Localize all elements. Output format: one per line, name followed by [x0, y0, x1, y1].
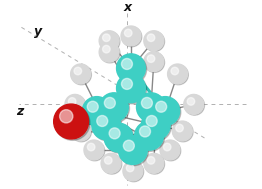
- Circle shape: [122, 27, 142, 47]
- Circle shape: [145, 53, 165, 72]
- Circle shape: [60, 110, 73, 123]
- Circle shape: [87, 143, 95, 151]
- Circle shape: [161, 141, 181, 161]
- Circle shape: [109, 128, 120, 139]
- Circle shape: [151, 97, 180, 125]
- Circle shape: [100, 93, 128, 122]
- Circle shape: [104, 123, 133, 152]
- Circle shape: [85, 141, 105, 161]
- Circle shape: [144, 52, 164, 72]
- Circle shape: [144, 153, 164, 173]
- Circle shape: [92, 111, 121, 140]
- Circle shape: [82, 97, 111, 125]
- Circle shape: [122, 58, 133, 69]
- Circle shape: [126, 164, 134, 172]
- Circle shape: [146, 115, 157, 126]
- Circle shape: [137, 93, 165, 122]
- Circle shape: [118, 75, 147, 104]
- Circle shape: [66, 95, 86, 115]
- Circle shape: [117, 54, 145, 83]
- Circle shape: [118, 136, 147, 164]
- Circle shape: [124, 29, 132, 37]
- Circle shape: [105, 156, 112, 164]
- Circle shape: [74, 67, 82, 75]
- Circle shape: [105, 124, 134, 153]
- Circle shape: [123, 161, 143, 181]
- Circle shape: [118, 55, 147, 84]
- Circle shape: [122, 78, 133, 89]
- Circle shape: [156, 101, 167, 112]
- Circle shape: [74, 124, 82, 132]
- Circle shape: [87, 101, 98, 112]
- Circle shape: [54, 104, 89, 139]
- Circle shape: [102, 154, 122, 174]
- Circle shape: [84, 140, 104, 160]
- Circle shape: [117, 74, 145, 103]
- Text: x: x: [124, 1, 132, 14]
- Circle shape: [168, 65, 188, 85]
- Circle shape: [72, 65, 91, 85]
- Circle shape: [124, 162, 144, 182]
- Circle shape: [145, 32, 165, 51]
- Circle shape: [168, 64, 188, 84]
- Circle shape: [141, 111, 170, 140]
- Circle shape: [140, 126, 150, 137]
- Circle shape: [65, 94, 85, 114]
- Circle shape: [99, 42, 119, 62]
- Circle shape: [184, 94, 204, 114]
- Circle shape: [173, 122, 193, 142]
- Circle shape: [99, 31, 119, 51]
- Circle shape: [172, 121, 192, 141]
- Circle shape: [138, 94, 167, 123]
- Circle shape: [121, 26, 141, 46]
- Circle shape: [147, 55, 155, 62]
- Text: z: z: [17, 105, 24, 118]
- Circle shape: [176, 124, 183, 132]
- Circle shape: [93, 112, 122, 141]
- Circle shape: [147, 34, 155, 42]
- Circle shape: [171, 67, 179, 75]
- Circle shape: [145, 154, 165, 174]
- Circle shape: [100, 43, 120, 63]
- Circle shape: [144, 31, 164, 51]
- Text: y: y: [34, 25, 42, 38]
- Circle shape: [120, 137, 149, 166]
- Circle shape: [147, 156, 155, 164]
- Circle shape: [55, 105, 90, 140]
- Circle shape: [184, 95, 204, 115]
- Circle shape: [100, 32, 120, 51]
- Circle shape: [123, 140, 134, 151]
- Circle shape: [68, 98, 76, 105]
- Circle shape: [71, 121, 91, 141]
- Circle shape: [135, 121, 163, 150]
- Circle shape: [136, 122, 165, 151]
- Circle shape: [97, 115, 108, 126]
- Circle shape: [187, 98, 195, 105]
- Circle shape: [72, 122, 91, 142]
- Circle shape: [152, 98, 181, 127]
- Circle shape: [71, 64, 91, 84]
- Circle shape: [143, 112, 171, 141]
- Circle shape: [102, 45, 110, 53]
- Circle shape: [84, 98, 112, 127]
- Circle shape: [163, 143, 171, 151]
- Circle shape: [104, 98, 115, 108]
- Circle shape: [141, 98, 152, 108]
- Circle shape: [102, 34, 110, 42]
- Circle shape: [160, 140, 180, 160]
- Circle shape: [101, 153, 121, 173]
- Circle shape: [101, 94, 129, 123]
